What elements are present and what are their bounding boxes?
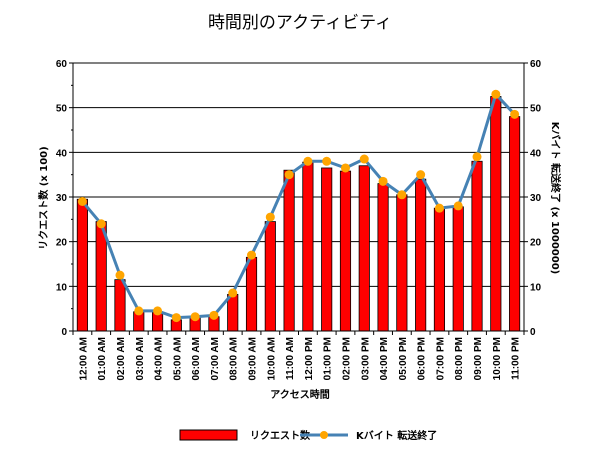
x-tick-label: 01:00 PM (323, 337, 334, 380)
bar-requests (396, 194, 408, 332)
line-kbytes (81, 92, 516, 320)
point-kbytes (378, 176, 388, 186)
y2-tick-label: 30 (530, 193, 542, 204)
point-kbytes (397, 190, 407, 200)
y-axis-title: リクエスト数 (x 100) (37, 146, 50, 249)
point-kbytes (491, 89, 501, 99)
x-tick-label: 09:00 AM (248, 337, 259, 381)
bar-requests (339, 170, 352, 332)
legend: リクエスト数 Kバイト 転送終了 (179, 429, 437, 442)
point-kbytes (453, 201, 463, 211)
line-series (77, 89, 520, 323)
gridlines (73, 62, 524, 287)
point-kbytes (472, 152, 482, 162)
point-kbytes (190, 312, 200, 322)
point-kbytes (340, 163, 350, 173)
point-kbytes (228, 288, 238, 298)
bar-requests (114, 279, 126, 332)
point-kbytes (359, 154, 369, 164)
bar-requests (509, 116, 521, 332)
point-kbytes (153, 306, 163, 316)
tick-labels: 0 10 20 30 40 50 60 0 10 20 30 40 50 60 12:00 AM 01:00 … (56, 59, 542, 381)
point-kbytes (284, 170, 294, 180)
bar-series (76, 96, 521, 332)
x-tick-label: 03:00 AM (135, 337, 146, 381)
y2-tick-label: 40 (530, 148, 542, 159)
point-kbytes (77, 196, 87, 206)
y2-axis-title: Kバイト 転送終了 (x 1000000) (549, 122, 562, 275)
chart-title: 時間別のアクティビティ (208, 13, 392, 33)
bar-requests (245, 256, 258, 332)
point-kbytes (416, 170, 426, 180)
point-kbytes (303, 156, 313, 166)
y-tick-label: 50 (56, 104, 68, 115)
point-kbytes (434, 203, 444, 213)
bar-requests (76, 198, 88, 332)
point-kbytes (96, 219, 106, 229)
x-tick-label: 07:00 AM (210, 337, 221, 381)
point-kbytes (510, 109, 520, 119)
x-tick-label: 07:00 PM (435, 337, 446, 380)
x-tick-label: 08:00 AM (229, 337, 240, 381)
x-tick-label: 02:00 PM (341, 337, 352, 380)
point-kbytes (115, 270, 125, 280)
bar-requests (471, 160, 483, 332)
x-tick-label: 08:00 PM (454, 337, 465, 380)
x-axis-title: アクセス時間 (270, 388, 330, 401)
point-kbytes (247, 250, 257, 260)
y-tick-label: 20 (56, 238, 68, 249)
x-tick-label: 11:00 PM (511, 337, 522, 380)
bar-requests (415, 178, 427, 332)
y2-tick-label: 0 (530, 327, 536, 338)
bar-requests (227, 293, 239, 332)
x-tick-label: 12:00 PM (304, 337, 315, 380)
bar-requests (377, 183, 389, 332)
x-tick-label: 05:00 PM (398, 337, 409, 380)
x-tick-label: 04:00 PM (379, 337, 390, 380)
x-tick-label: 02:00 AM (116, 337, 127, 381)
y-tick-label: 0 (61, 327, 67, 338)
x-tick-label: 03:00 PM (360, 337, 371, 380)
y2-tick-label: 10 (530, 282, 542, 293)
bar-requests (302, 161, 314, 332)
y-tick-label: 10 (56, 282, 68, 293)
bar-requests (321, 167, 333, 332)
axes (69, 62, 528, 335)
y-tick-label: 30 (56, 193, 68, 204)
point-kbytes (209, 310, 219, 320)
bar-requests (452, 206, 464, 332)
legend-label-kbytes: Kバイト 転送終了 (356, 429, 437, 442)
bar-requests (358, 165, 370, 332)
x-tick-label: 05:00 AM (172, 337, 183, 381)
x-tick-label: 11:00 AM (285, 337, 296, 380)
x-tick-label: 06:00 AM (191, 337, 202, 381)
point-kbytes (171, 313, 181, 323)
bar-requests (490, 96, 502, 332)
x-tick-label: 06:00 PM (417, 337, 428, 380)
x-tick-label: 01:00 AM (97, 337, 108, 381)
x-tick-label: 12:00 AM (78, 337, 89, 381)
y2-tick-label: 60 (530, 59, 542, 70)
x-tick-label: 09:00 PM (473, 337, 484, 380)
legend-swatch-requests (179, 429, 238, 441)
legend-swatch-kbytes-marker (320, 431, 328, 439)
x-tick-label: 10:00 AM (266, 337, 277, 381)
y2-tick-label: 50 (530, 104, 542, 115)
legend-label-requests: リクエスト数 (250, 429, 311, 442)
point-kbytes (322, 156, 332, 166)
bar-requests (433, 207, 446, 332)
bar-requests (283, 169, 295, 332)
bar-requests (264, 221, 276, 332)
y-tick-label: 40 (56, 148, 68, 159)
point-kbytes (134, 306, 144, 316)
y2-tick-label: 20 (530, 238, 542, 249)
x-tick-label: 04:00 AM (154, 337, 165, 381)
x-tick-label: 10:00 PM (492, 337, 503, 380)
point-kbytes (265, 212, 275, 222)
y-tick-label: 60 (56, 59, 68, 70)
